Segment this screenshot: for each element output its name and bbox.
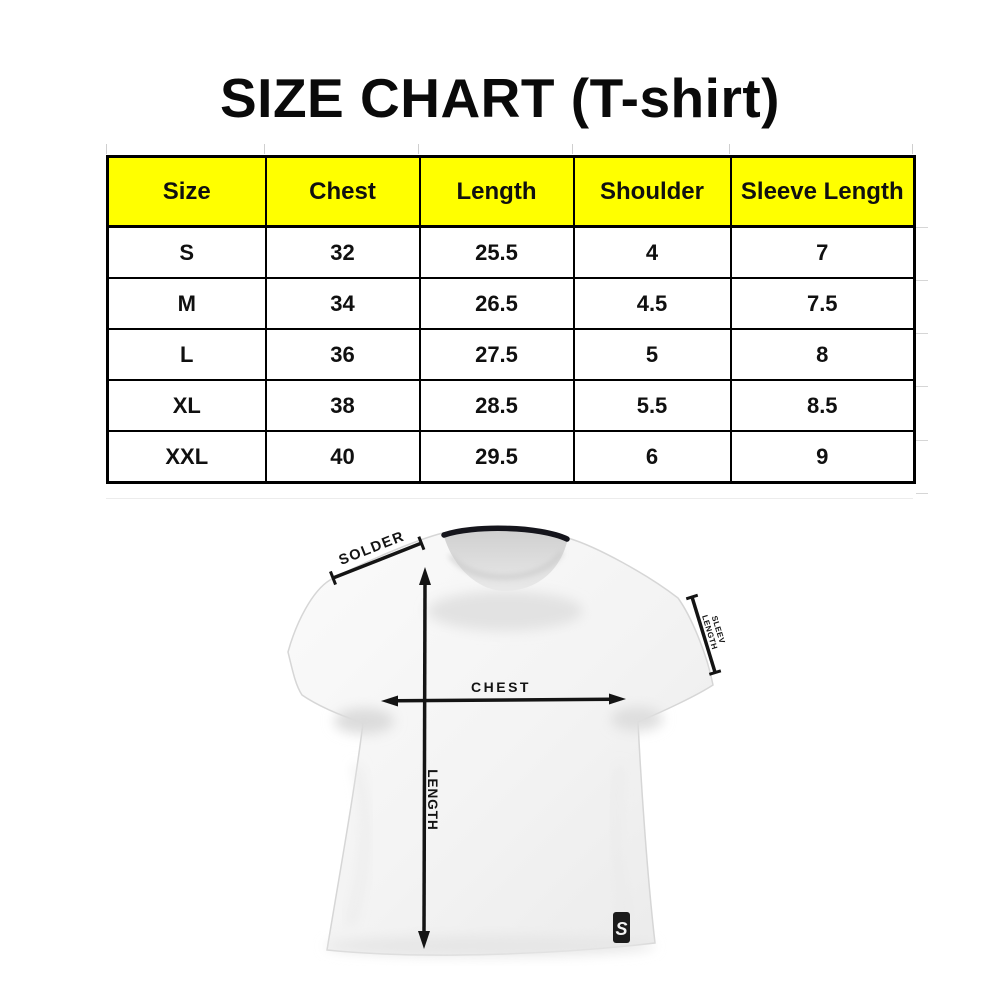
- cell-length: 26.5: [418, 277, 575, 330]
- cell-chest: 38: [264, 379, 421, 432]
- cell-sleeve-length: 8.5: [729, 379, 916, 432]
- chest-label: CHEST: [471, 679, 531, 695]
- tshirt-measurement-diagram: S SOLDER LENGTH CHEST SLEEV LENGTH: [287, 525, 727, 956]
- size-table: Size Chest Length Shoulder Sleeve Length…: [106, 155, 916, 484]
- cell-shoulder: 5.5: [572, 379, 732, 432]
- column-header-length: Length: [418, 155, 575, 228]
- cell-size: M: [106, 277, 267, 330]
- grid-tick: [916, 333, 928, 334]
- cell-length: 28.5: [418, 379, 575, 432]
- column-header-shoulder: Shoulder: [572, 155, 732, 228]
- grid-tick: [572, 144, 573, 154]
- column-header-chest: Chest: [264, 155, 421, 228]
- cell-sleeve-length: 9: [729, 430, 916, 484]
- cell-shoulder: 4: [572, 225, 732, 279]
- cell-sleeve-length: 7.5: [729, 277, 916, 330]
- grid-tick: [912, 144, 913, 154]
- page-title: SIZE CHART (T-shirt): [220, 67, 780, 129]
- brand-logo-tag: S: [613, 912, 630, 943]
- cell-chest: 32: [264, 225, 421, 279]
- cell-length: 25.5: [418, 225, 575, 279]
- chest-dimension-line: CHEST: [381, 679, 626, 707]
- cell-shoulder: 5: [572, 328, 732, 381]
- length-dimension-line: LENGTH: [418, 567, 440, 949]
- cell-shoulder: 6: [572, 430, 732, 484]
- cell-chest: 36: [264, 328, 421, 381]
- column-header-sleeve-length: Sleeve Length: [729, 155, 916, 228]
- table-header-row: Size Chest Length Shoulder Sleeve Length: [106, 155, 916, 228]
- cell-size: XL: [106, 379, 267, 432]
- grid-tick: [106, 498, 913, 499]
- grid-tick: [916, 493, 928, 494]
- grid-tick: [916, 280, 928, 281]
- cell-size: S: [106, 225, 267, 279]
- length-label: LENGTH: [425, 769, 440, 831]
- collar-band: [441, 525, 570, 542]
- grid-tick: [106, 144, 107, 154]
- grid-tick: [729, 144, 730, 154]
- cell-sleeve-length: 7: [729, 225, 916, 279]
- table-row: L 36 27.5 5 8: [106, 328, 916, 381]
- cell-chest: 34: [264, 277, 421, 330]
- table-row: M 34 26.5 4.5 7.5: [106, 277, 916, 330]
- cell-size: L: [106, 328, 267, 381]
- table-row: S 32 25.5 4 7: [106, 225, 916, 279]
- cell-length: 29.5: [418, 430, 575, 484]
- table-row: XL 38 28.5 5.5 8.5: [106, 379, 916, 432]
- grid-tick: [916, 227, 928, 228]
- cell-chest: 40: [264, 430, 421, 484]
- svg-text:S: S: [615, 919, 627, 939]
- cell-sleeve-length: 8: [729, 328, 916, 381]
- column-header-size: Size: [106, 155, 267, 228]
- grid-tick: [916, 440, 928, 441]
- cell-length: 27.5: [418, 328, 575, 381]
- grid-tick: [916, 386, 928, 387]
- cell-shoulder: 4.5: [572, 277, 732, 330]
- cell-size: XXL: [106, 430, 267, 484]
- grid-tick: [264, 144, 265, 154]
- tshirt-illustration: S: [287, 525, 714, 956]
- table-row: XXL 40 29.5 6 9: [106, 430, 916, 484]
- grid-tick: [418, 144, 419, 154]
